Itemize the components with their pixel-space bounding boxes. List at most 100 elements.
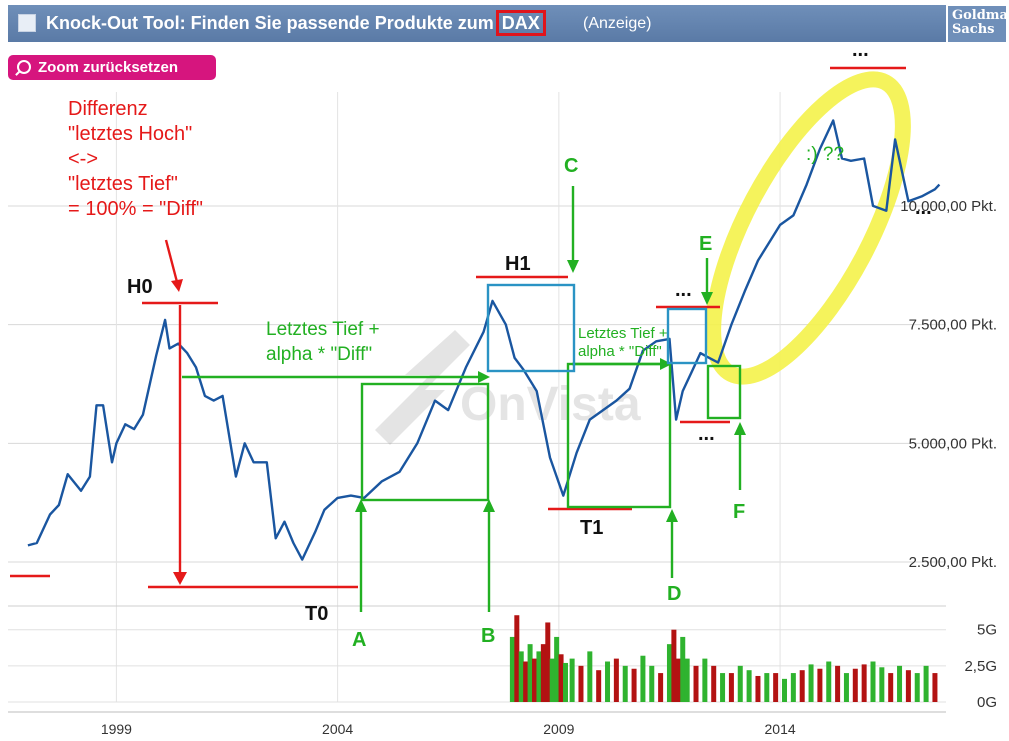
volume-bar: [764, 673, 770, 702]
volume-bar: [554, 636, 560, 702]
volume-bar: [684, 658, 690, 702]
label-a: A: [352, 629, 366, 651]
arrowhead-b: [483, 499, 495, 512]
volume-tick-label: 0G: [977, 694, 997, 711]
rule-arrowhead-2: [660, 358, 672, 370]
diff-arrowhead: [173, 572, 187, 585]
volume-bar: [545, 622, 551, 702]
volume-bar: [514, 615, 520, 702]
h0-arrowhead: [171, 279, 183, 292]
magnifier-icon: [17, 60, 31, 74]
volume-bar: [782, 678, 788, 702]
volume-bar: [905, 670, 911, 702]
arrowhead-e: [701, 292, 713, 305]
volume-bar: [675, 658, 681, 702]
volume-bar: [613, 658, 619, 702]
volume-bar: [835, 665, 841, 702]
ad-checkbox-icon: [18, 14, 36, 32]
volume-bar: [728, 673, 734, 702]
y-tick-label: 7.500,00 Pkt.: [909, 317, 997, 334]
volume-bar: [843, 673, 849, 702]
volume-bar: [693, 665, 699, 702]
watermark-arrow-icon: [375, 330, 470, 445]
diff-line-5: = 100% = "Diff": [68, 198, 203, 220]
h0-arrow-line: [164, 239, 179, 283]
volume-bar: [914, 673, 920, 702]
volume-bar: [509, 636, 515, 702]
volume-tick-label: 5G: [977, 622, 997, 639]
diff-line-2: "letztes Hoch": [68, 123, 192, 145]
blue-boxes: [486, 283, 708, 373]
volume-bar: [799, 670, 805, 702]
smiley-text: :) ??: [806, 144, 844, 165]
volume-bar: [720, 673, 726, 702]
y-tick-label: 2.500,00 Pkt.: [909, 554, 997, 571]
volume-bar: [532, 658, 538, 702]
box-h1: [486, 283, 576, 373]
label-t0: T0: [305, 603, 328, 625]
volume-bar: [711, 665, 717, 702]
volume-axis: 5G 2,5G 0G: [964, 622, 997, 711]
highlight-ellipse: [705, 71, 911, 385]
rule-line-1: Letztes Tief +: [266, 319, 380, 340]
volume-bar: [649, 665, 655, 702]
label-dots-end: ...: [915, 197, 932, 219]
volume-bar: [870, 661, 876, 702]
ad-title-prefix: Knock-Out Tool: Finden Sie passende Prod…: [46, 13, 494, 33]
volume-bar: [605, 661, 611, 702]
arrowhead-a: [355, 499, 367, 512]
volume-bar: [923, 665, 929, 702]
x-axis: 1999 2004 2009 2014: [101, 721, 796, 737]
volume-bars: [509, 615, 938, 702]
volume-bar: [861, 664, 867, 702]
label-f: F: [733, 501, 745, 523]
volume-bar: [897, 665, 903, 702]
box-e: [666, 307, 708, 365]
volume-bar: [888, 673, 894, 702]
volume-bar: [587, 651, 593, 702]
diff-line-3: <->: [68, 148, 98, 170]
ad-title-highlight: DAX: [495, 10, 546, 36]
volume-bar: [666, 644, 672, 702]
volume-tick-label: 2,5G: [964, 658, 997, 675]
label-dots-peak3: ...: [852, 39, 869, 61]
diff-line-4: "letztes Tief": [68, 173, 178, 195]
ad-banner[interactable]: Knock-Out Tool: Finden Sie passende Prod…: [0, 0, 1009, 46]
volume-bar: [578, 665, 584, 702]
rule-arrowhead-1: [478, 371, 490, 383]
volume-bar: [527, 644, 533, 702]
volume-bar: [852, 668, 858, 702]
goldman-sachs-logo[interactable]: Goldman Sachs: [948, 6, 1009, 42]
ad-title[interactable]: Knock-Out Tool: Finden Sie passende Prod…: [46, 10, 546, 36]
zoom-reset-button[interactable]: Zoom zurücksetzen: [8, 55, 216, 80]
box-a-b: [360, 382, 490, 502]
label-dots-low3: ...: [698, 423, 715, 445]
volume-bar: [932, 673, 938, 702]
volume-bar: [622, 665, 628, 702]
volume-bar: [773, 673, 779, 702]
y-tick-label: 5.000,00 Pkt.: [909, 435, 997, 452]
price-line: [27, 119, 941, 561]
volume-bar: [540, 644, 546, 702]
x-tick-label: 2014: [765, 721, 796, 737]
ad-label: (Anzeige): [583, 15, 652, 32]
diff-line-1: Differenz: [68, 98, 148, 120]
volume-bar: [746, 670, 752, 702]
red-marks: [10, 66, 906, 589]
rule-small-line-1: Letztes Tief +: [578, 325, 668, 342]
zoom-reset-label: Zoom zurücksetzen: [38, 59, 179, 76]
rule-annotation: Letztes Tief + alpha * "Diff" Letztes Ti…: [266, 144, 844, 365]
volume-bar: [671, 629, 677, 702]
label-h1: H1: [505, 253, 531, 275]
label-h0: H0: [127, 276, 153, 298]
arrowhead-d: [666, 509, 678, 522]
volume-bar: [596, 670, 602, 702]
ad-banner-bar[interactable]: Knock-Out Tool: Finden Sie passende Prod…: [8, 5, 946, 42]
volume-bar: [558, 654, 564, 702]
y-tick-label: 10.000,00 Pkt.: [900, 198, 997, 215]
label-d: D: [667, 583, 681, 605]
volume-bar: [737, 665, 743, 702]
rule-line-2: alpha * "Diff": [266, 344, 372, 365]
x-tick-label: 2009: [543, 721, 574, 737]
